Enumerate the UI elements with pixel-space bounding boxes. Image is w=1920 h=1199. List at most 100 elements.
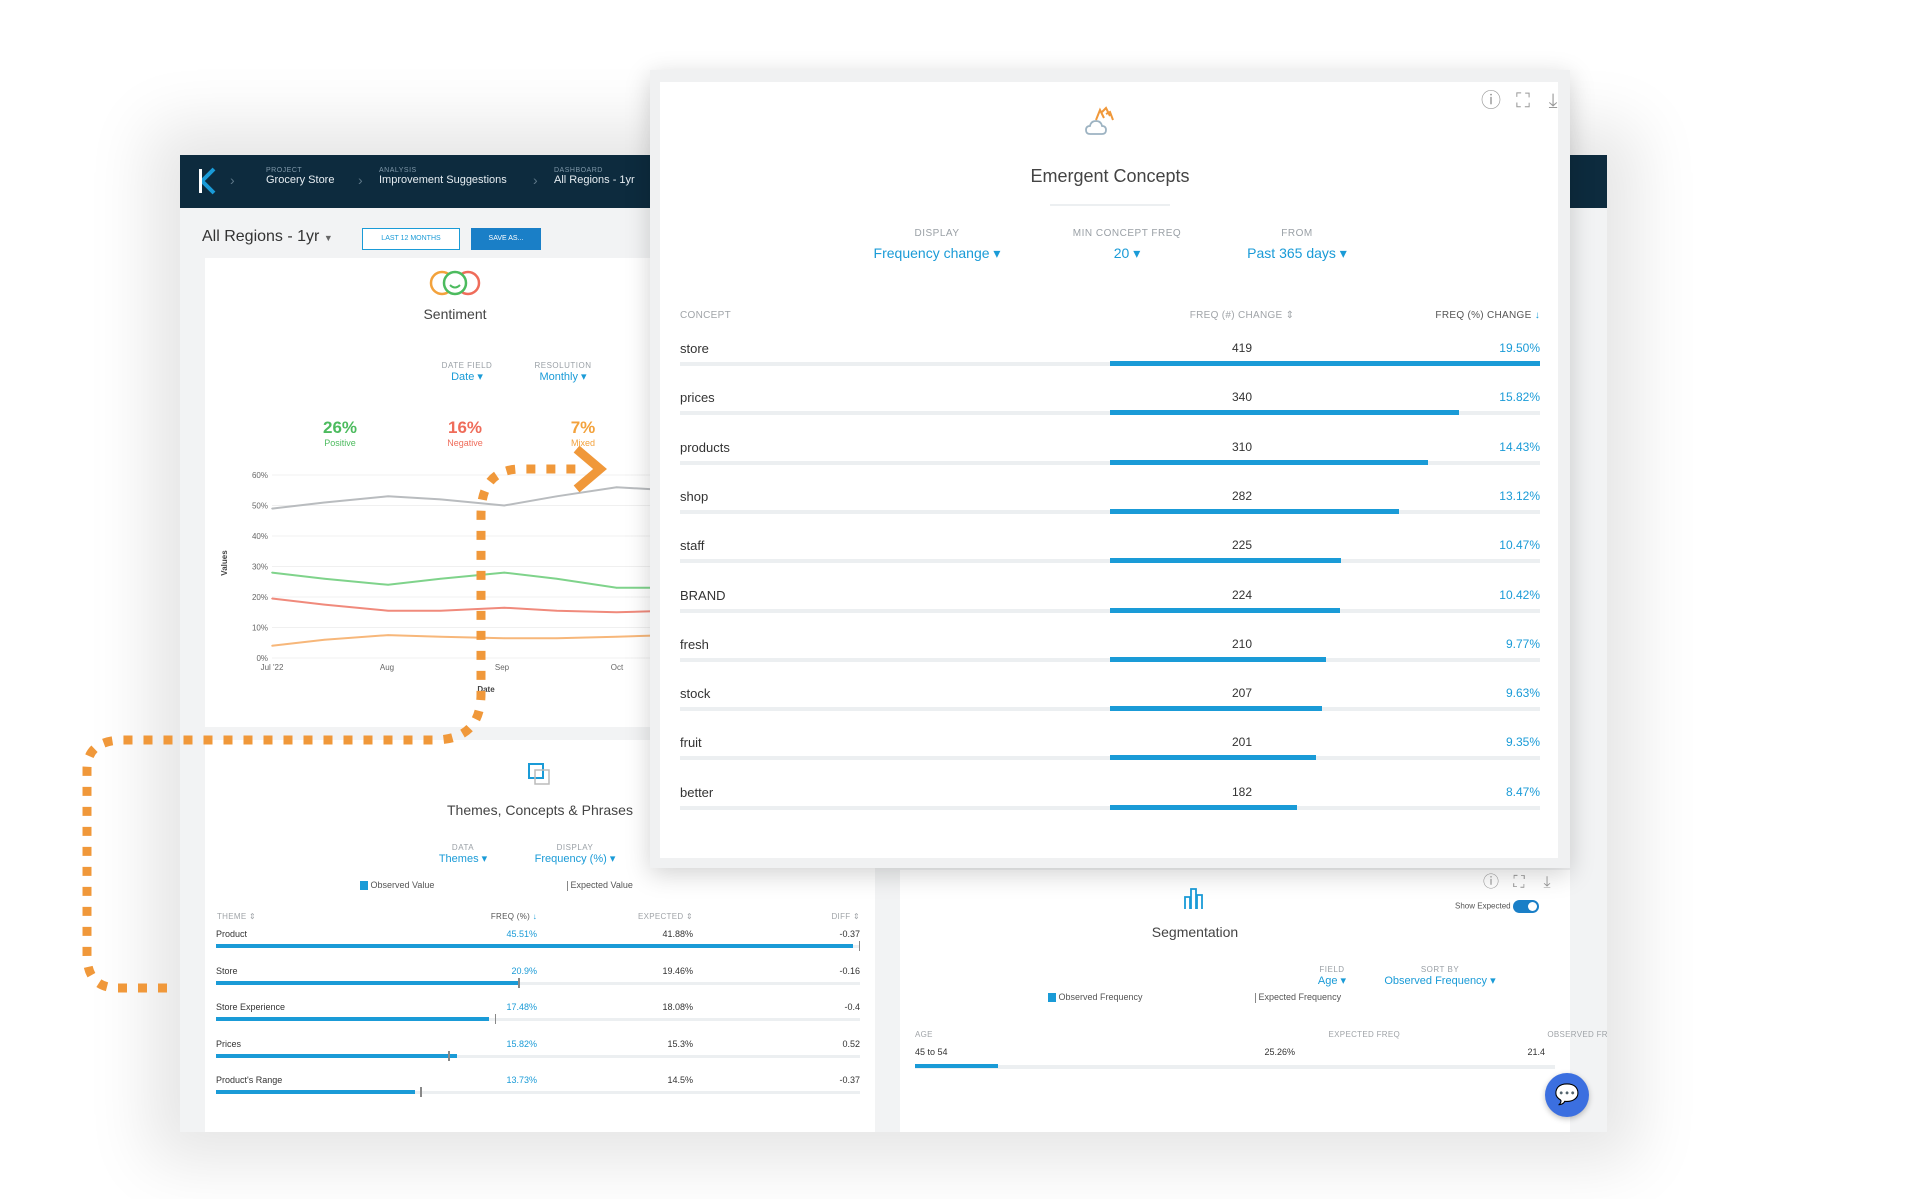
concept-pct: 9.63% bbox=[1505, 686, 1540, 701]
display-dropdown[interactable]: DISPLAY Frequency change ▾ bbox=[873, 228, 1001, 261]
save-as-button[interactable]: SAVE AS... bbox=[471, 228, 541, 250]
concept-pct: 9.35% bbox=[1505, 735, 1540, 750]
table-row[interactable]: Prices 15.82% 15.3% 0.52 bbox=[216, 1035, 860, 1065]
app-logo-icon[interactable] bbox=[196, 167, 218, 195]
series-line-2 bbox=[271, 597, 665, 614]
dashboard-title-dropdown[interactable]: All Regions - 1yr ▼ bbox=[202, 228, 333, 245]
expected-marker bbox=[494, 1014, 497, 1024]
concept-pct: 10.47% bbox=[1499, 538, 1540, 553]
table-row[interactable]: Store Experience 17.48% 18.08% -0.4 bbox=[216, 998, 860, 1028]
col-expected-freq[interactable]: EXPECTED FREQ bbox=[1328, 1030, 1400, 1039]
table-row[interactable]: Product's Range 13.73% 14.5% -0.37 bbox=[216, 1071, 860, 1101]
stat-value: 26% bbox=[322, 418, 358, 437]
data-point bbox=[615, 486, 618, 488]
last-12-months-button[interactable]: LAST 12 MONTHS bbox=[362, 228, 460, 250]
caret-down-icon: ▼ bbox=[323, 233, 333, 243]
title-underline bbox=[1050, 204, 1170, 206]
sentiment-panel: Sentiment DATE FIELD Date ▾ RESOLUTION M… bbox=[205, 258, 665, 727]
concept-pct: 10.42% bbox=[1499, 587, 1540, 602]
display-filter[interactable]: DISPLAY Frequency (%) ▾ bbox=[534, 843, 616, 865]
data-point bbox=[323, 603, 326, 606]
info-icon[interactable]: ⓘ bbox=[1482, 874, 1499, 891]
table-row[interactable]: Product 45.51% 41.88% -0.37 bbox=[216, 925, 861, 955]
field-filter[interactable]: FIELD Age ▾ bbox=[1317, 965, 1347, 987]
chat-support-button[interactable]: 💬 bbox=[1545, 1073, 1589, 1117]
min-concept-freq-dropdown[interactable]: MIN CONCEPT FREQ 20 ▾ bbox=[1072, 228, 1182, 261]
col-observed-freq[interactable]: OBSERVED FREQ bbox=[1547, 1030, 1607, 1039]
expected-marker bbox=[858, 941, 861, 951]
col-freq[interactable]: FREQ (%) ↓ bbox=[490, 912, 537, 921]
concept-row[interactable]: store 419 19.50% bbox=[680, 337, 1540, 377]
concept-name: better bbox=[680, 784, 714, 800]
col-concept[interactable]: CONCEPT bbox=[680, 310, 731, 321]
col-expected[interactable]: EXPECTED ⇕ bbox=[637, 912, 693, 921]
fullscreen-icon[interactable]: ⛶ bbox=[1516, 90, 1530, 112]
sentiment-line-chart: 0% 10% 20% 30% 40% 50% 60% Jul '22 Aug Sep Oct Date… bbox=[220, 471, 665, 694]
data-point bbox=[271, 571, 273, 574]
col-diff[interactable]: DIFF ⇕ bbox=[831, 912, 860, 921]
data-point bbox=[503, 504, 506, 507]
concept-row[interactable]: shop 282 13.12% bbox=[680, 485, 1540, 525]
breadcrumb-project[interactable]: PROJECT Grocery Store bbox=[266, 167, 335, 186]
legend-swatch bbox=[360, 881, 368, 891]
fullscreen-icon[interactable]: ⛶ bbox=[1513, 874, 1525, 891]
show-expected-toggle[interactable]: Show Expected bbox=[1455, 900, 1539, 913]
concept-row[interactable]: fruit 201 9.35% bbox=[680, 731, 1540, 771]
col-freq-pct-change[interactable]: FREQ (%) CHANGE ↓ bbox=[1435, 310, 1540, 321]
chat-icon: 💬 bbox=[1554, 1084, 1580, 1106]
toggle-switch[interactable] bbox=[1512, 900, 1539, 913]
x-axis-label: Date bbox=[477, 685, 495, 694]
y-tick-label: 50% bbox=[252, 502, 268, 511]
concept-name: products bbox=[680, 439, 730, 455]
data-point bbox=[387, 495, 389, 498]
col-age[interactable]: AGE bbox=[915, 1030, 933, 1039]
concept-name: prices bbox=[680, 390, 715, 406]
concept-count: 210 bbox=[1231, 636, 1253, 651]
concept-row[interactable]: staff 225 10.47% bbox=[680, 534, 1540, 574]
x-tick-label: Aug bbox=[380, 663, 394, 672]
concept-count: 419 bbox=[1231, 341, 1253, 355]
legend-expected-frequency: Expected Frequency bbox=[1255, 992, 1341, 1003]
data-point bbox=[615, 587, 618, 589]
concept-row[interactable]: products 310 14.43% bbox=[680, 436, 1540, 476]
data-filter[interactable]: DATA Themes ▾ bbox=[438, 843, 488, 865]
sort-by-filter[interactable]: SORT BY Observed Frequency ▾ bbox=[1384, 965, 1496, 987]
data-point bbox=[555, 495, 558, 498]
data-point bbox=[271, 645, 273, 647]
count-bar bbox=[1110, 706, 1323, 712]
concept-row[interactable]: BRAND 224 10.42% bbox=[680, 584, 1540, 624]
concept-count: 207 bbox=[1231, 686, 1253, 701]
concept-row[interactable]: fresh 210 9.77% bbox=[680, 633, 1540, 673]
col-theme[interactable]: THEME ⇕ bbox=[217, 912, 257, 921]
concept-count: 282 bbox=[1231, 488, 1253, 503]
table-row[interactable]: 45 to 54 25.26% 21.4 bbox=[915, 1045, 1555, 1075]
themes-title: Themes, Concepts & Phrases bbox=[447, 802, 633, 818]
concept-row[interactable]: prices 340 15.82% bbox=[680, 386, 1540, 426]
data-point bbox=[271, 597, 273, 600]
table-row[interactable]: Store 20.9% 19.46% -0.16 bbox=[216, 962, 860, 992]
breadcrumb-analysis[interactable]: ANALYSIS Improvement Suggestions bbox=[379, 167, 507, 186]
from-dropdown[interactable]: FROM Past 365 days ▾ bbox=[1247, 228, 1347, 261]
y-tick-label: 0% bbox=[256, 654, 268, 663]
y-tick-label: 10% bbox=[252, 624, 268, 633]
concept-row[interactable]: stock 207 9.63% bbox=[680, 682, 1540, 722]
date-field-filter[interactable]: DATE FIELD Date ▾ bbox=[441, 361, 493, 383]
sentiment-stat-positive: 26% Positive bbox=[300, 418, 380, 448]
breadcrumb-dashboard[interactable]: DASHBOARD All Regions - 1yr bbox=[554, 167, 635, 186]
download-icon[interactable]: ⤓ bbox=[1543, 874, 1551, 891]
download-icon[interactable]: ⤓ bbox=[1548, 90, 1558, 112]
resolution-filter[interactable]: RESOLUTION Monthly ▾ bbox=[534, 361, 592, 383]
stat-value: 16% bbox=[447, 418, 483, 437]
concept-name: fruit bbox=[680, 735, 702, 751]
concept-row[interactable]: better 182 8.47% bbox=[680, 781, 1540, 821]
col-freq-count-change[interactable]: FREQ (#) CHANGE ⇕ bbox=[1189, 310, 1295, 321]
data-point bbox=[555, 637, 558, 639]
info-icon[interactable]: ⓘ bbox=[1481, 90, 1501, 112]
data-point bbox=[439, 635, 442, 638]
data-point bbox=[615, 611, 618, 614]
data-point bbox=[555, 609, 558, 612]
chevron-right-icon: › bbox=[358, 172, 363, 188]
bar-chart-icon bbox=[1184, 888, 1203, 909]
concept-pct: 8.47% bbox=[1505, 784, 1540, 799]
observed-bar bbox=[216, 980, 519, 985]
